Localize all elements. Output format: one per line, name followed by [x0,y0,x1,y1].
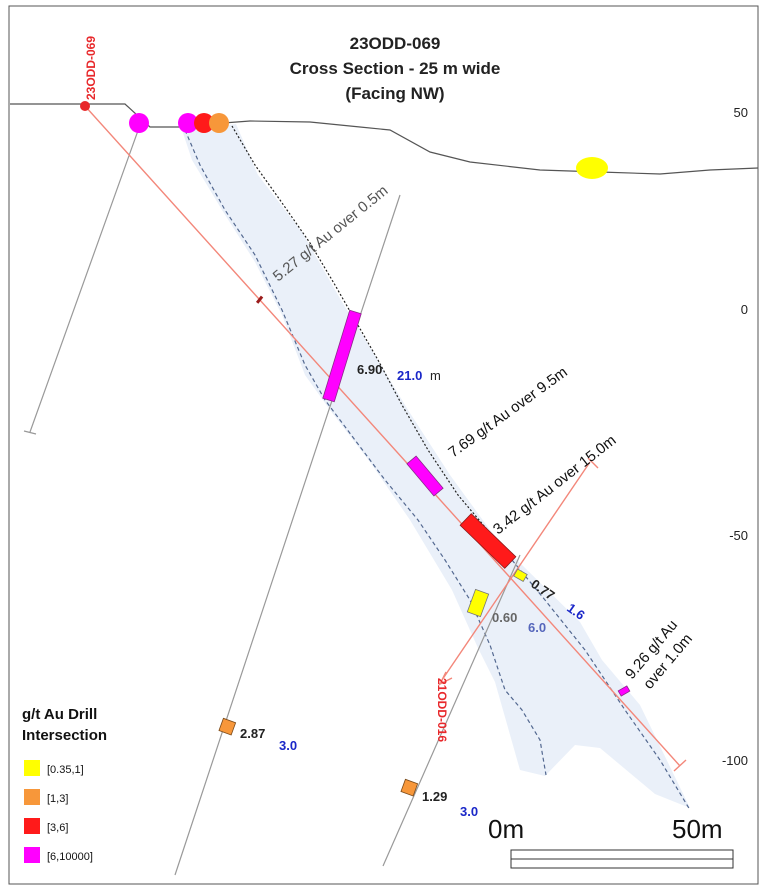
collar-23odd-069 [80,101,90,111]
intercept-block-magenta-large [322,309,362,403]
drill-hole-21odd-016 [441,461,591,681]
drill-hole-23odd-069-end [673,759,687,772]
title-line-3: (Facing NW) [345,84,444,103]
elevation-tick-minus-100: -100 [722,753,748,768]
drill-trace-3 [382,554,521,867]
scale-bar: 0m 50m [488,814,734,869]
drill-hole-21odd-016-end [587,457,599,469]
intercept-width-3-0-b: 3.0 [460,804,478,819]
intercept-unit-m: m [430,368,441,383]
label-23odd-069: 23ODD-069 [84,36,98,100]
drill-trace-1 [29,124,141,433]
legend-swatch-red [24,818,40,834]
drill-hole-23odd-069 [84,105,681,767]
legend-label-yellow: [0.35,1] [47,764,84,776]
collar-magenta-2 [178,113,198,133]
legend-title-line-1: g/t Au Drill [22,706,97,723]
intercept-width-21-0: 21.0 [397,368,422,383]
intercept-block-yellow-small [513,568,528,583]
legend-label-orange: [1,3] [47,793,68,805]
collar-red [194,113,214,133]
intercept-block-red [459,513,517,569]
elevation-tick-50: 50 [734,105,748,120]
footwall-contact-line [511,559,691,811]
intercept-block-dark-red [255,295,264,304]
drill-hole-21odd-016-arrow [438,671,453,686]
intercept-block-magenta-mid [406,455,444,497]
upper-contact-line [231,125,513,561]
scale-bar-start-label: 0m [488,814,524,844]
legend-swatch-yellow [24,760,40,776]
intercept-grade-6-90: 6.90 [357,362,382,377]
legend-swatch-magenta [24,847,40,863]
collar-yellow [576,157,608,179]
label-21odd-016: 21ODD-016 [435,678,449,742]
topography-line [10,103,759,175]
intercept-block-orange-1 [218,717,237,736]
intercept-grade-0-60: 0.60 [492,610,517,625]
elevation-tick-minus-50: -50 [729,528,748,543]
legend-label-magenta: [6,10000] [47,851,93,863]
intercept-block-yellow-large [466,588,490,618]
title-line-1: 23ODD-069 [350,34,441,53]
elevation-tick-0: 0 [741,302,748,317]
intercept-grade-2-87: 2.87 [240,726,265,741]
drill-trace-1-end [23,430,37,435]
legend-title-line-2: Intersection [22,727,107,744]
legend-swatch-orange [24,789,40,805]
intercept-grade-1-29: 1.29 [422,789,447,804]
legend: g/t Au Drill Intersection [0.35,1] [1,3]… [22,706,107,863]
collar-orange [209,113,229,133]
intercept-width-6-0: 6.0 [528,620,546,635]
intercept-block-orange-2 [400,778,419,797]
collar-magenta-1 [129,113,149,133]
drill-trace-2 [174,194,401,876]
intercept-block-magenta-small [617,685,631,697]
title-line-2: Cross Section - 25 m wide [290,59,501,78]
intercept-width-3-0-a: 3.0 [279,738,297,753]
legend-label-red: [3,6] [47,822,68,834]
scale-bar-end-label: 50m [672,814,723,844]
